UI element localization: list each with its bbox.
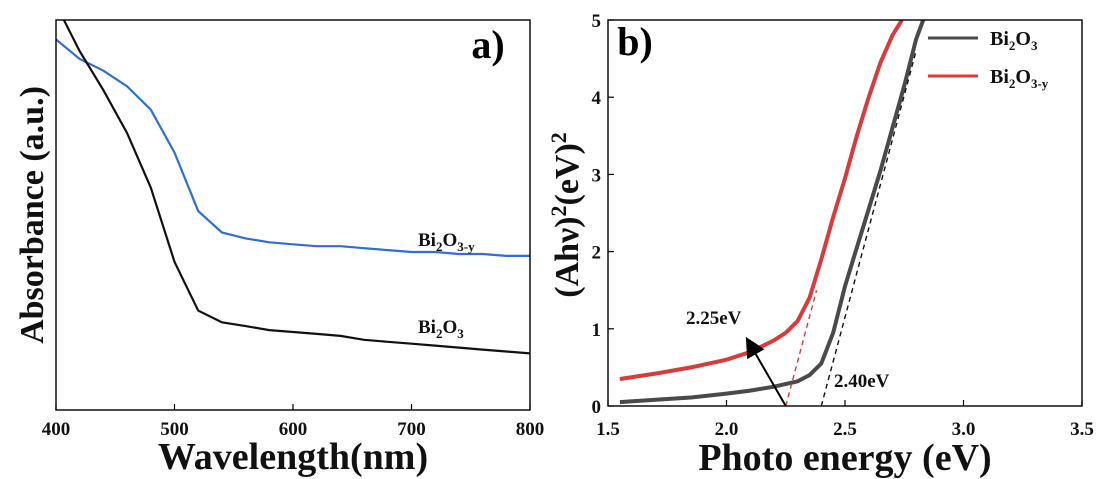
panel-b-x-tick-label-3: 3.0 bbox=[952, 419, 976, 440]
panel-a-label-bi2o3-y-sub1: 2 bbox=[436, 239, 443, 254]
panel-a-label-bi2o3-y-mid: O bbox=[442, 230, 457, 251]
annotation-2-25ev: 2.25eV bbox=[686, 308, 742, 329]
panel-a-x-tick-label-2: 600 bbox=[279, 419, 308, 440]
panel-b-x-tick-label-4: 3.5 bbox=[1070, 419, 1094, 440]
panel-a-label-bi2o3-y-sub2: 3-y bbox=[457, 239, 475, 254]
panel-b-y-tick-label-1: 1 bbox=[592, 320, 602, 341]
panel-a-x-tick-label-4: 800 bbox=[516, 419, 545, 440]
legend-bi2o3-base: Bi bbox=[990, 28, 1009, 50]
panel-b-y-title-sup2: 2 bbox=[546, 132, 571, 143]
panel-a-series-label-bi2o3: Bi2O3 bbox=[418, 317, 464, 341]
panel-a-x-axis-title: Wavelength(nm) bbox=[158, 436, 428, 478]
panel-b-y-tick-label-4: 4 bbox=[592, 88, 602, 109]
panel-a-label-bi2o3-sub2: 3 bbox=[457, 326, 464, 341]
panel-b-series-line-0 bbox=[619, 20, 926, 405]
panel-b-y-title-base: (Ahν) bbox=[549, 216, 586, 297]
legend-label-bi2o3: Bi2O3 bbox=[990, 28, 1038, 53]
panel-b-y-title-mid: (eV) bbox=[549, 143, 586, 205]
panel-b-plot-area bbox=[619, 20, 926, 406]
panel-b-y-tick-label-0: 0 bbox=[592, 397, 602, 418]
panel-b-x-tick-label-1: 2.0 bbox=[715, 419, 739, 440]
panel-b-y-tick-label-2: 2 bbox=[592, 243, 602, 264]
panel-a-label-bi2o3-sub1: 2 bbox=[436, 326, 443, 341]
panel-a-series-line-1 bbox=[62, 20, 530, 355]
panel-b-y-title-sup1: 2 bbox=[546, 205, 571, 216]
panel-a-label-bi2o3-y-base: Bi bbox=[418, 230, 436, 251]
panel-b-annotation-arrow bbox=[745, 336, 787, 407]
legend-bi2o3-mid: O bbox=[1015, 28, 1031, 50]
legend-bi2o3-y-sub2: 3-y bbox=[1031, 76, 1049, 91]
legend-bi2o3-sub2: 3 bbox=[1031, 38, 1038, 53]
panel-b-y-tick-label-5: 5 bbox=[592, 11, 602, 32]
panel-b-label: b) bbox=[617, 19, 653, 64]
legend-bi2o3-y-base: Bi bbox=[990, 66, 1009, 88]
panel-a-x-ticks: 400 500 600 700 800 bbox=[42, 404, 545, 440]
panel-a-plot-area bbox=[56, 20, 530, 355]
legend-bi2o3-sub1: 2 bbox=[1009, 38, 1016, 53]
panel-b-tangent-line-1 bbox=[820, 50, 917, 406]
legend-bi2o3-y-sub1: 2 bbox=[1009, 76, 1016, 91]
legend-bi2o3-y-mid: O bbox=[1015, 66, 1031, 88]
panel-b-x-tick-label-2: 2.5 bbox=[833, 419, 857, 440]
panel-b-x-tick-label-0: 1.5 bbox=[596, 419, 620, 440]
panel-a-x-tick-label-3: 700 bbox=[397, 419, 426, 440]
panel-a-x-tick-label-0: 400 bbox=[42, 419, 71, 440]
panel-b-y-axis-title: (Ahν)2(eV)2 bbox=[546, 132, 586, 298]
panel-b-y-tick-label-3: 3 bbox=[592, 165, 602, 186]
panel-b-x-axis-title: Photo energy (eV) bbox=[698, 437, 991, 479]
panel-a-label-bi2o3-base: Bi bbox=[418, 317, 436, 338]
panel-a-label-bi2o3-mid: O bbox=[442, 317, 457, 338]
panel-b-series-line-1 bbox=[619, 20, 904, 381]
panel-a-series-label-bi2o3-y: Bi2O3-y bbox=[418, 230, 475, 254]
panel-b-tangent-line-0 bbox=[785, 290, 818, 406]
panel-a-y-axis-title: Absorbance (a.u.) bbox=[14, 86, 51, 344]
panel-a-x-tick-label-1: 500 bbox=[160, 419, 189, 440]
panel-a-frame bbox=[55, 19, 531, 411]
panel-a: 400 500 600 700 800 a) Wavelength(nm) Absorb… bbox=[14, 19, 545, 478]
legend-label-bi2o3-y: Bi2O3-y bbox=[990, 66, 1049, 91]
annotation-2-40ev: 2.40eV bbox=[834, 371, 890, 392]
panel-b-legend: Bi2O3 Bi2O3-y bbox=[928, 28, 1049, 91]
panel-a-label: a) bbox=[471, 22, 504, 67]
panel-a-series-line-0 bbox=[56, 38, 530, 257]
